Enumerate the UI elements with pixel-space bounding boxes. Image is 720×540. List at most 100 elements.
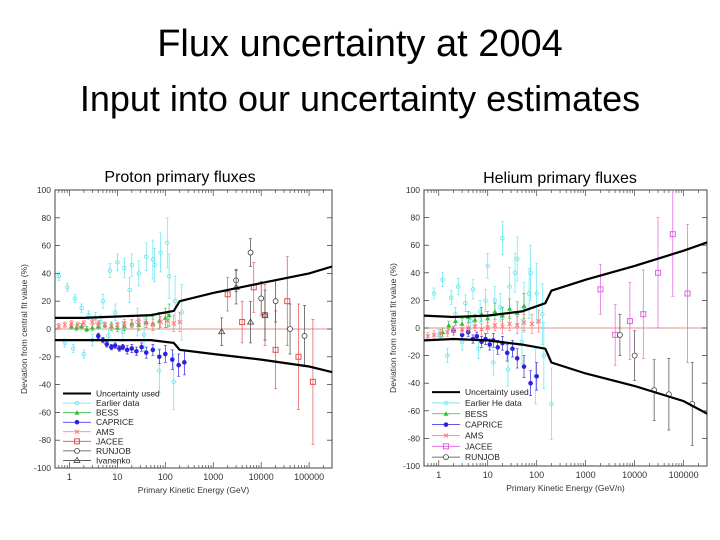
proton-series-ams-point	[143, 321, 149, 326]
proton-series-caprice-point	[170, 357, 175, 362]
helium-legend-label: AMS	[465, 430, 484, 440]
proton-series-earlier-data-point	[136, 271, 142, 276]
proton-series-bess-point	[162, 315, 168, 320]
proton-series-bess-point	[166, 312, 172, 318]
helium-series-earlier-he-data-point	[483, 298, 488, 303]
helium-series-ams-point	[445, 329, 450, 335]
helium-series-caprice-point	[514, 356, 520, 361]
helium-series-runjob-point	[631, 352, 638, 359]
helium-series-ams-point	[472, 324, 478, 329]
proton-series-caprice-point	[176, 362, 181, 368]
helium-series-earlier-he-data-point	[540, 311, 545, 317]
helium-series-bess-point	[521, 303, 527, 308]
helium-legend-label: Earlier He data	[465, 398, 522, 408]
proton-legend-label: CAPRICE	[96, 417, 134, 427]
proton-series-ams-point	[150, 322, 156, 328]
proton-ytick-label: 40	[42, 268, 52, 278]
proton-series-earlier-data-point	[165, 240, 170, 246]
helium-legend-label: BESS	[465, 409, 488, 419]
proton-series-ams-point	[171, 321, 177, 326]
helium-series-earlier-he-data-point	[500, 236, 505, 241]
proton-series-earlier-data-point	[71, 346, 76, 351]
proton-series-jacee-point	[239, 319, 246, 326]
proton-series-ams-point	[158, 319, 164, 325]
proton-series-earlier-data-point	[158, 250, 163, 255]
helium-uncertainty-lower-line	[424, 337, 707, 415]
helium-legend-label: JACEE	[465, 441, 493, 451]
helium-series-earlier-he-data-point	[456, 284, 461, 289]
helium-series-earlier-he-data-point	[492, 298, 498, 303]
proton-ytick-label: 20	[42, 296, 52, 306]
helium-ytick-label: -40	[408, 378, 421, 388]
helium-series-bess-point	[492, 308, 498, 314]
proton-series-ams-point	[95, 321, 101, 326]
proton-series-jacee-point	[295, 353, 302, 360]
helium-xtick-label: 1000	[576, 470, 596, 480]
helium-xtick-label: 100	[529, 470, 544, 480]
helium-xtick-label: 10	[483, 470, 493, 480]
helium-series-ams-point	[459, 327, 465, 332]
proton-xtick-label: 100	[158, 472, 173, 482]
slide-title: Flux uncertainty at 2004	[157, 23, 563, 65]
proton-series-earlier-data-point	[79, 305, 84, 311]
helium-series-bess-point	[472, 317, 478, 322]
helium-series-earlier-he-data-point	[440, 277, 445, 282]
proton-series-caprice-point	[134, 348, 139, 354]
proton-legend-swatch-marker	[74, 429, 80, 435]
proton-uncertainty-lower-line	[55, 339, 332, 374]
proton-series-earlier-data-point	[65, 285, 70, 290]
proton-series-ams-point	[56, 323, 62, 329]
proton-series-earlier-data-point	[115, 260, 120, 265]
helium-series-jacee-point	[669, 231, 676, 238]
proton-series-caprice-point	[163, 351, 168, 357]
helium-series-ams-point	[425, 333, 431, 339]
proton-legend-swatch-marker	[74, 400, 80, 406]
proton-series-runjob-point	[301, 333, 308, 339]
proton-series-caprice-point	[143, 350, 149, 355]
proton-ytick-label: -60	[39, 407, 52, 417]
proton-series-jacee-point	[309, 378, 316, 385]
proton-series-caprice-point	[120, 344, 126, 350]
proton-x-axis-label: Primary Kinetic Energy (GeV)	[138, 485, 250, 495]
helium-series-caprice-point	[487, 342, 493, 347]
helium-series-earlier-he-data-point	[468, 318, 473, 324]
proton-flux-chart: -100 -80 -60 -40 -20 0 20 40 60 80 100 1 10 100 1000 10…	[19, 185, 333, 495]
helium-series-earlier-he-data-point	[505, 367, 511, 372]
proton-series-earlier-data-point	[150, 257, 156, 262]
helium-series-earlier-he-data-point	[476, 346, 481, 351]
helium-series-earlier-he-data-point	[449, 295, 454, 300]
helium-series-earlier-he-data-point	[541, 353, 547, 358]
helium-series-earlier-he-data-point	[431, 291, 437, 296]
proton-series-earlier-data-point	[166, 273, 172, 279]
proton-series-caprice-point	[139, 344, 144, 350]
proton-series-earlier-data-point	[127, 287, 132, 293]
proton-series-runjob-point	[287, 326, 293, 332]
helium-x-axis-label: Primary Kinetic Energy (GeV/n)	[506, 483, 625, 493]
helium-y-axis-label: Deviation from central fit value (%)	[388, 263, 398, 393]
proton-series-ams-point	[122, 321, 127, 326]
helium-ytick-label: 0	[415, 323, 420, 333]
proton-series-runjob-point	[272, 298, 279, 305]
proton-legend-label: Ivanenko	[96, 455, 131, 465]
proton-series-ams-point	[81, 321, 87, 326]
helium-legend-swatch-marker	[443, 400, 449, 406]
helium-ytick-label: -20	[408, 351, 421, 361]
helium-legend-swatch-marker	[443, 443, 449, 450]
helium-series-caprice-point	[510, 346, 515, 351]
proton-series-ams-point	[75, 322, 81, 328]
proton-ytick-label: 80	[42, 213, 52, 223]
proton-series-ams-point	[164, 318, 170, 324]
helium-series-jacee-point	[626, 318, 633, 325]
helium-series-earlier-he-data-point	[512, 270, 518, 275]
proton-legend-swatch-marker	[73, 456, 81, 463]
proton-plot-area	[55, 217, 332, 445]
proton-series-ams-point	[177, 319, 183, 325]
helium-series-caprice-point	[504, 350, 510, 356]
proton-series-jacee-point	[272, 346, 279, 353]
proton-series-caprice	[95, 332, 187, 377]
proton-series-ams-point	[89, 319, 95, 325]
helium-series-caprice-point	[495, 345, 501, 350]
helium-series-ams-point	[479, 327, 484, 332]
proton-series-earlier-data-point	[106, 333, 111, 339]
helium-series-bess-point	[453, 318, 459, 324]
